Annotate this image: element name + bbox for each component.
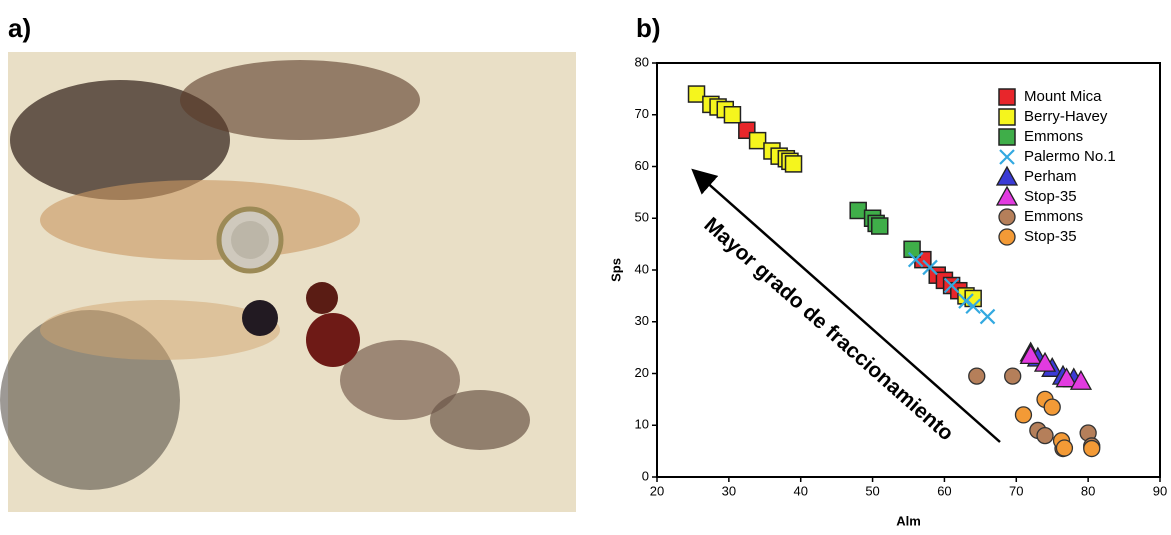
- marker-triangle: [995, 185, 1019, 206]
- marker-circle: [1083, 439, 1101, 458]
- x-tick-label: 80: [1081, 483, 1095, 498]
- marker-square: [849, 201, 867, 220]
- legend-label: Emmons: [1024, 128, 1083, 145]
- x-axis-label: Alm: [896, 513, 921, 528]
- marker-circle: [1036, 426, 1054, 445]
- photo: [0, 52, 576, 512]
- marker-triangle: [995, 165, 1019, 186]
- x-tick-label: 70: [1009, 483, 1023, 498]
- marker-circle: [968, 367, 986, 385]
- marker-square: [998, 128, 1016, 146]
- y-tick-label: 20: [635, 365, 649, 380]
- y-tick-label: 80: [635, 54, 649, 69]
- marker-square: [687, 85, 706, 103]
- legend-label: Perham: [1024, 168, 1077, 185]
- y-axis-label: Sps: [608, 258, 623, 282]
- x-tick-label: 30: [722, 483, 736, 498]
- legend-label: Stop-35: [1024, 188, 1077, 205]
- y-tick-label: 40: [635, 261, 649, 276]
- y-tick-label: 50: [635, 210, 649, 225]
- marker-square: [998, 88, 1016, 106]
- marker-circle: [1004, 367, 1022, 385]
- legend-label: Palermo No.1: [1024, 148, 1116, 165]
- x-tick-label: 90: [1153, 483, 1167, 498]
- marker-x: [958, 293, 974, 309]
- x-tick-label: 50: [865, 483, 879, 498]
- marker-x: [965, 298, 981, 315]
- marker-x: [907, 251, 924, 268]
- panel-label: b): [636, 13, 661, 43]
- marker-circle: [998, 208, 1016, 226]
- series: [1014, 390, 1101, 458]
- y-tick-label: 60: [635, 158, 649, 173]
- marker-x: [922, 259, 938, 276]
- legend-label: Emmons: [1024, 208, 1083, 225]
- marker-circle: [1014, 406, 1033, 424]
- y-tick-label: 30: [635, 313, 649, 328]
- marker-x: [943, 277, 960, 294]
- marker-x: [979, 308, 996, 325]
- marker-square: [723, 106, 742, 124]
- marker-circle: [1055, 439, 1074, 457]
- marker-square: [998, 108, 1016, 126]
- series: [849, 201, 921, 259]
- legend-label: Stop-35: [1024, 228, 1077, 245]
- marker-triangle: [1069, 369, 1093, 390]
- series: [907, 251, 996, 325]
- arrow: [691, 168, 1001, 443]
- marker-circle: [998, 228, 1016, 246]
- marker-circle: [1043, 398, 1061, 416]
- marker-triangle: [1033, 351, 1057, 372]
- x-tick-label: 20: [650, 483, 664, 498]
- marker-x: [999, 149, 1015, 165]
- legend-label: Berry-Havey: [1024, 108, 1108, 125]
- legend-label: Mount Mica: [1024, 88, 1102, 105]
- marker-square: [748, 131, 767, 150]
- panel-label: a): [8, 13, 31, 43]
- y-tick-label: 70: [635, 106, 649, 121]
- y-tick-label: 10: [635, 417, 649, 432]
- y-tick-label: 0: [642, 468, 649, 483]
- marker-triangle: [1055, 367, 1078, 388]
- marker-square: [871, 217, 889, 235]
- x-tick-label: 40: [793, 483, 807, 498]
- marker-triangle: [1019, 344, 1042, 365]
- series: [1019, 344, 1093, 390]
- x-tick-label: 60: [937, 483, 951, 498]
- marker-square: [784, 155, 803, 173]
